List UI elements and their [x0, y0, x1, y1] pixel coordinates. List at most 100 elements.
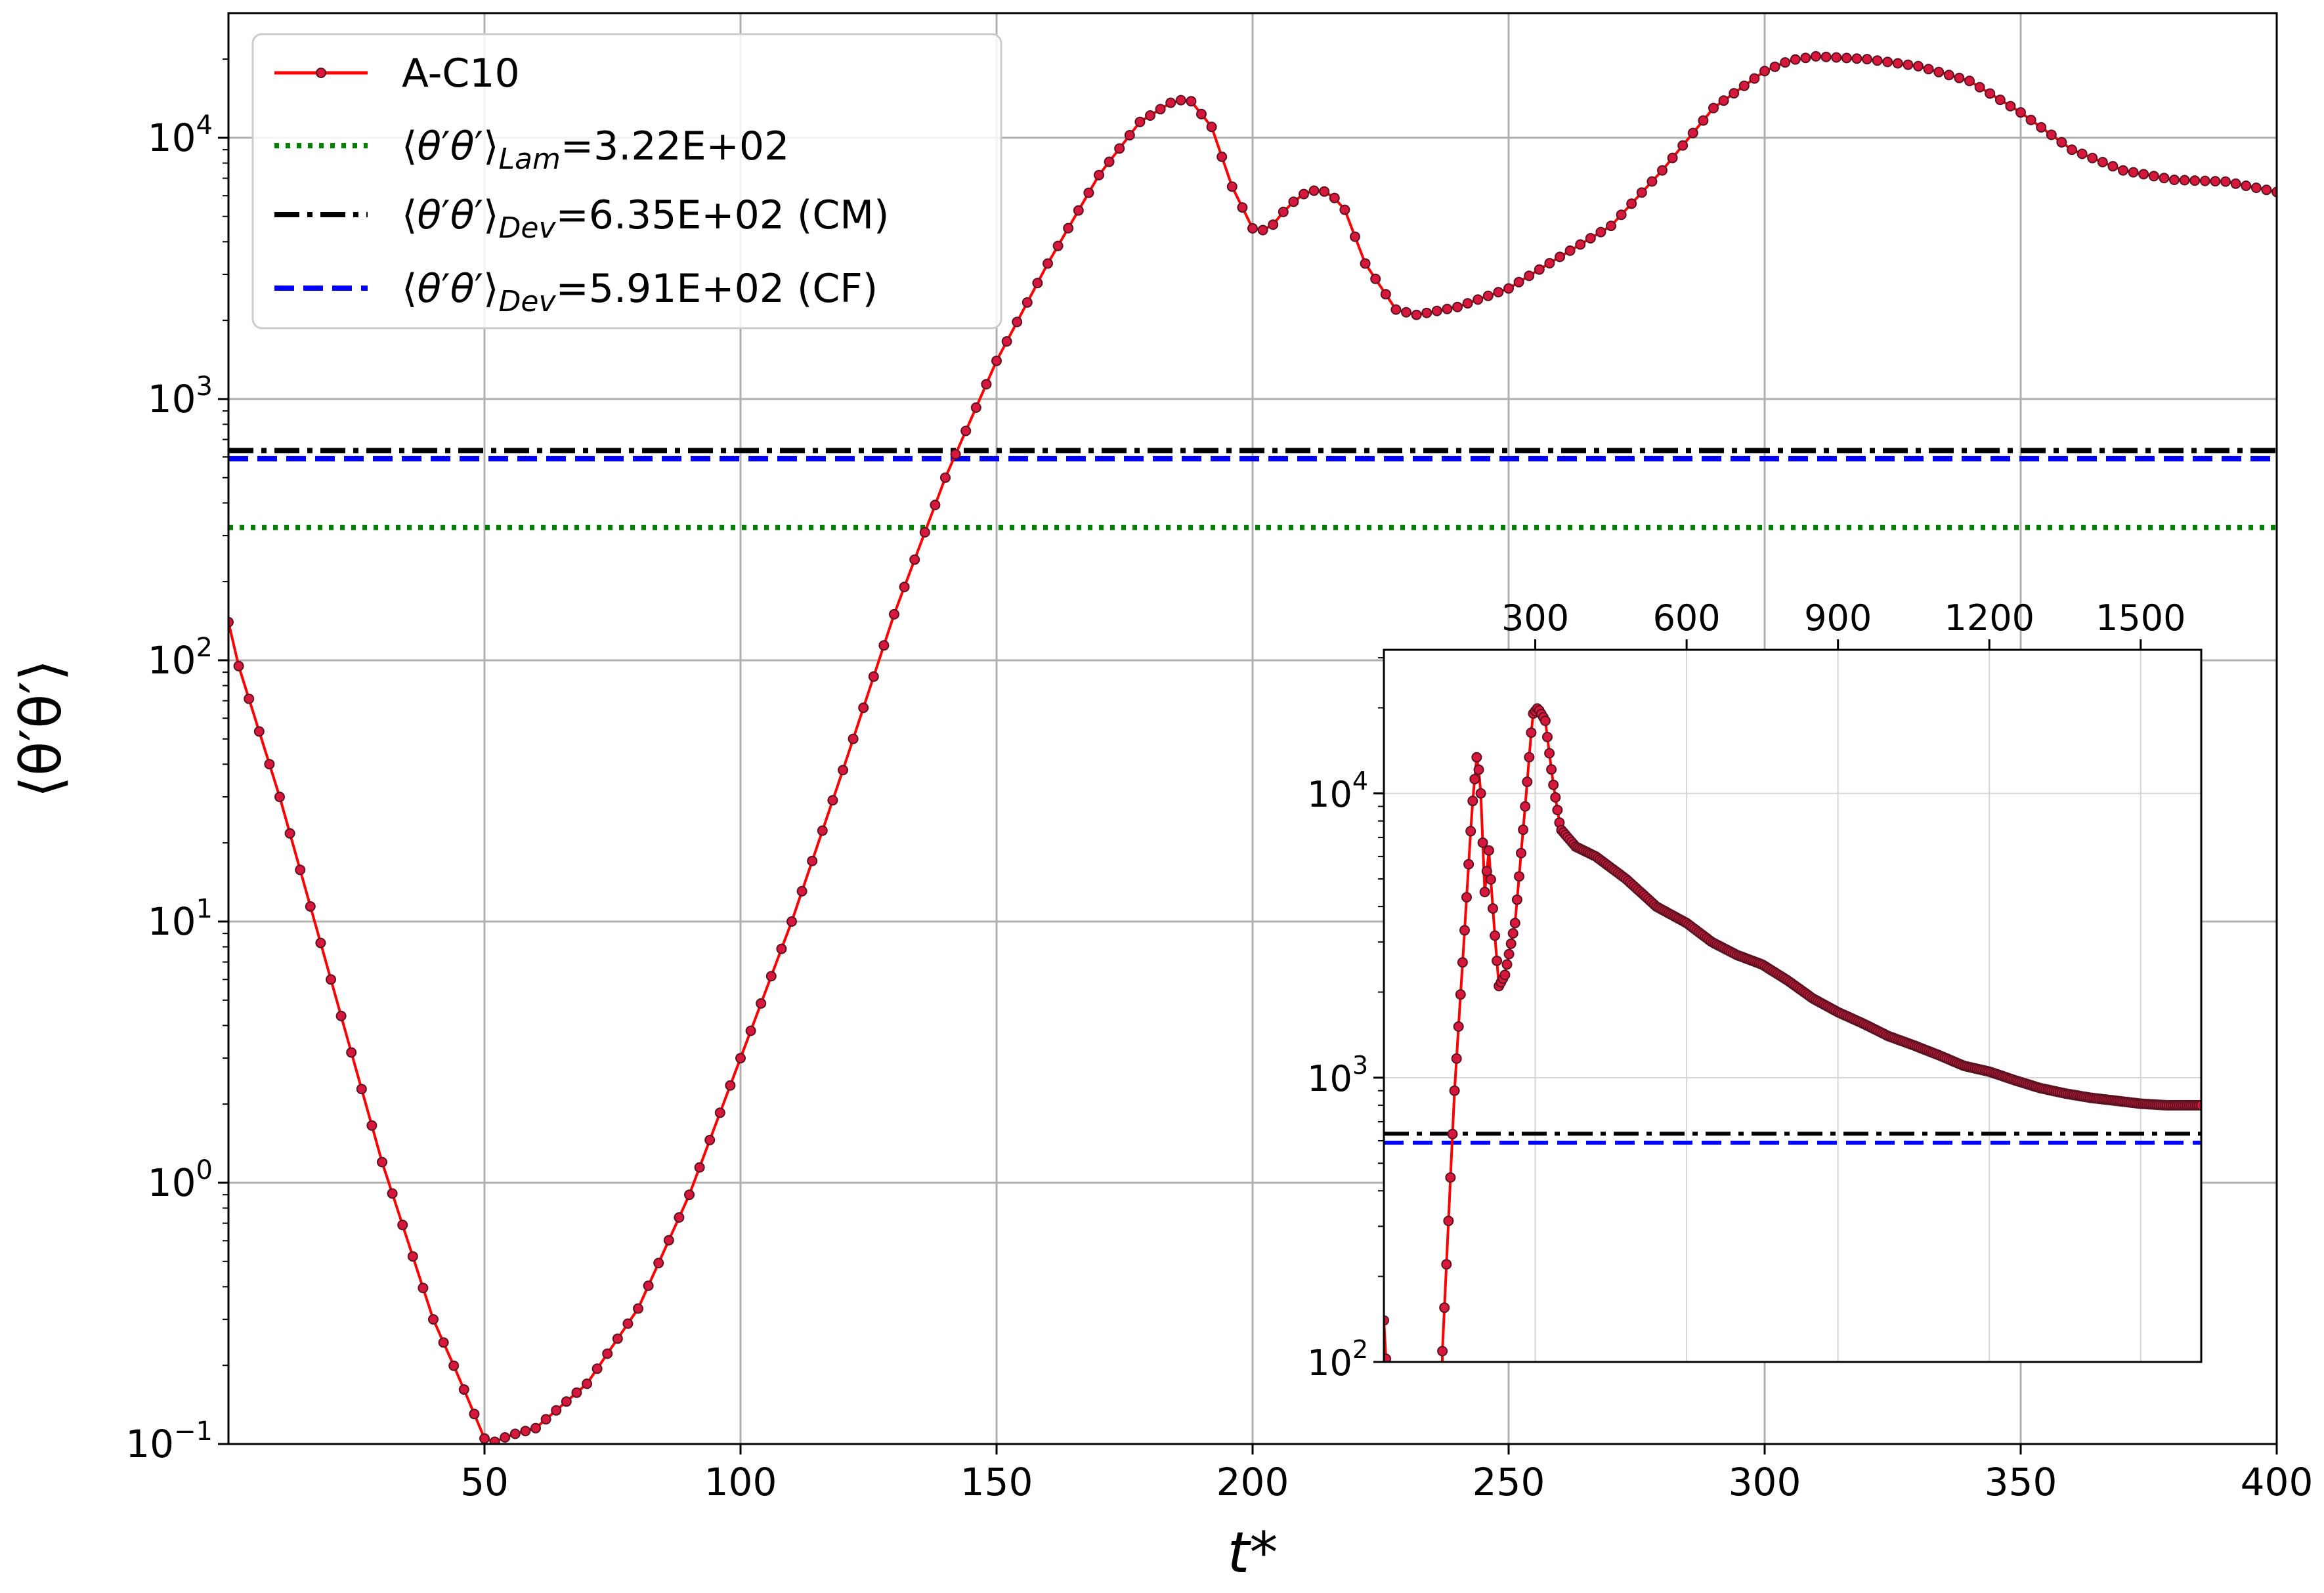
main-data-point — [377, 1157, 387, 1168]
main-data-point — [1083, 187, 1094, 198]
main-x-tick-label: 300 — [1729, 1460, 1801, 1504]
main-data-point — [858, 702, 869, 713]
main-data-point — [817, 825, 828, 836]
main-data-point — [469, 1409, 480, 1420]
main-data-point — [356, 1084, 367, 1095]
main-data-point — [1104, 156, 1115, 167]
inset-data-point — [1465, 826, 1476, 837]
main-data-point — [684, 1189, 695, 1200]
inset-data-point — [1467, 796, 1478, 807]
main-data-point — [1278, 206, 1289, 217]
main-data-point — [438, 1337, 449, 1348]
main-data-point — [1462, 298, 1473, 309]
main-data-point — [1769, 61, 1780, 72]
main-data-point — [1738, 80, 1750, 91]
main-data-point — [540, 1414, 551, 1425]
main-data-point — [1052, 240, 1064, 251]
inset-data-point — [1516, 847, 1526, 859]
main-data-point — [233, 660, 244, 671]
main-data-point — [500, 1432, 511, 1443]
main-data-point — [1974, 81, 1985, 93]
main-x-ticks: 50 100 150 200 250 300 350 400 — [460, 1444, 2313, 1504]
main-y-tick-label: 10−1 — [125, 1416, 213, 1466]
main-data-point — [520, 1426, 531, 1437]
main-data-point — [2077, 148, 2088, 159]
main-data-point — [335, 1010, 347, 1021]
inset-x-tick-label: 900 — [1804, 597, 1872, 639]
inset-data-point — [1451, 1053, 1462, 1064]
main-data-point — [1985, 88, 1996, 99]
main-data-point — [1780, 57, 1791, 68]
main-data-point — [991, 355, 1002, 366]
main-data-point — [1994, 95, 2006, 106]
main-data-point — [264, 759, 275, 770]
inset-data-point — [1522, 776, 1533, 788]
main-data-point — [2015, 107, 2026, 118]
main-data-point — [1534, 264, 1545, 275]
legend-item-lam: ⟨θ′θ′⟩Lam=3.22E+02 — [274, 123, 789, 176]
main-data-point — [1431, 305, 1442, 316]
y-axis-title: ⟨θ′θ′⟩ — [9, 659, 74, 797]
inset-data-point — [1546, 764, 1557, 775]
main-data-point — [1175, 95, 1186, 106]
main-data-point — [2169, 175, 2180, 185]
inset-data-point — [1443, 1216, 1454, 1227]
main-data-point — [1657, 165, 1668, 176]
inset-data-point — [1488, 903, 1498, 914]
main-data-point — [940, 472, 951, 483]
main-data-point — [2118, 165, 2128, 176]
inset-data-point — [1455, 989, 1466, 1000]
main-data-point — [1923, 64, 1934, 75]
main-data-point — [878, 640, 890, 651]
inset-data-point — [1463, 859, 1474, 870]
inset-data-point — [1485, 874, 1496, 885]
main-data-point — [807, 855, 818, 866]
main-minor-ticks — [223, 58, 228, 1367]
main-data-point — [2056, 137, 2067, 148]
main-data-point — [1708, 102, 1719, 114]
main-data-point — [1001, 336, 1012, 347]
main-data-point — [284, 828, 295, 839]
main-data-point — [1268, 219, 1279, 230]
main-data-point — [1442, 303, 1453, 314]
main-data-point — [1749, 73, 1760, 84]
main-data-point — [868, 671, 879, 682]
inset-series — [1384, 703, 2201, 1588]
main-data-point — [2250, 182, 2262, 194]
inset-axes-frame — [1383, 648, 2203, 1363]
legend-item-cf: ⟨θ′θ′⟩Dev=5.91E+02 (CF) — [274, 266, 878, 318]
main-data-point — [725, 1080, 736, 1091]
main-data-point — [2046, 129, 2057, 140]
main-data-point — [1729, 88, 1740, 99]
inset-data-point — [1469, 774, 1480, 784]
main-data-point — [1247, 223, 1258, 234]
main-data-point — [551, 1405, 562, 1416]
main-x-tick-label: 50 — [460, 1460, 509, 1504]
main-data-point — [1903, 59, 1914, 70]
main-data-point — [448, 1360, 460, 1371]
main-data-point — [2210, 176, 2221, 187]
main-data-point — [1892, 58, 1903, 69]
main-data-point — [1216, 151, 1228, 162]
main-data-point — [1954, 72, 1965, 83]
inset-data-point — [1387, 1579, 1396, 1588]
inset-plot: 300 600 900 1200 1500 102 103 104 — [1307, 597, 2203, 1588]
main-data-point — [407, 1251, 418, 1262]
main-x-tick-label: 250 — [1473, 1460, 1545, 1504]
x-axis-title: t* — [1228, 1520, 1278, 1586]
inset-data-point — [1550, 792, 1561, 803]
main-data-point — [612, 1333, 623, 1344]
inset-x-tick-label: 1500 — [2096, 597, 2185, 639]
main-data-point — [1636, 187, 1647, 198]
main-data-point — [919, 527, 930, 538]
inset-y-tick-label: 102 — [1307, 1335, 1368, 1384]
main-data-point — [315, 937, 326, 948]
main-data-point — [253, 726, 265, 737]
main-data-point — [1114, 143, 1125, 154]
main-data-point — [970, 402, 981, 413]
main-y-tick-label: 104 — [148, 110, 213, 160]
main-data-point — [960, 425, 972, 436]
inset-data-point — [1437, 1346, 1448, 1357]
main-data-point — [571, 1387, 582, 1398]
main-data-point — [848, 733, 859, 744]
